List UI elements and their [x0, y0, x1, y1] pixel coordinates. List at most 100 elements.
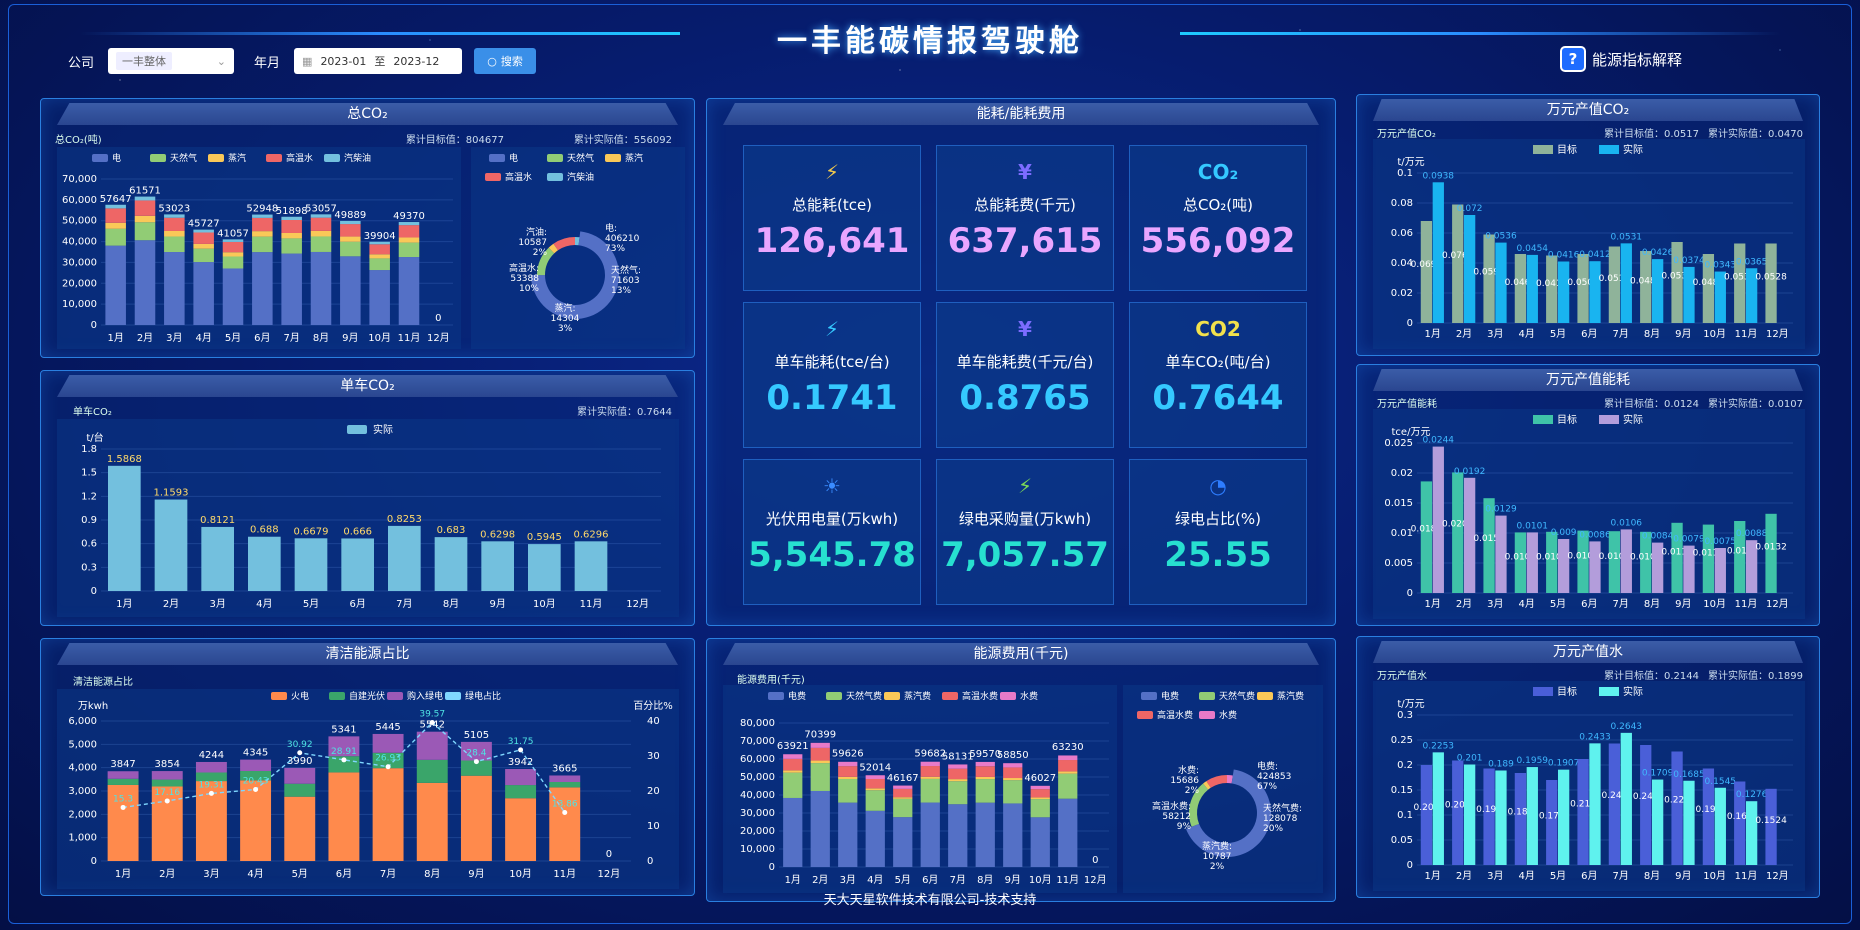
- bar-segment: [310, 251, 332, 325]
- actual-bar: [1495, 770, 1507, 865]
- kpi-value: 5,545.78: [748, 535, 916, 575]
- bar-segment: [975, 766, 995, 777]
- chevron-down-icon: ⌄: [216, 54, 227, 68]
- search-icon: ○: [487, 54, 497, 68]
- target-label: 0.167: [1727, 812, 1753, 822]
- target-label: 0.240: [1633, 792, 1659, 802]
- actual-bar: [1683, 780, 1695, 865]
- subtitle: 万元产值CO₂: [1377, 129, 1436, 140]
- bar-segment: [134, 240, 156, 325]
- bar-segment: [416, 782, 448, 861]
- x-tick-label: 1月: [785, 874, 801, 886]
- data-label: 70399: [804, 729, 836, 740]
- data-label: 41057: [217, 228, 249, 239]
- x-tick-label: 1月: [115, 868, 131, 880]
- target-bar: [1577, 254, 1589, 323]
- actual-bar: [1652, 542, 1664, 593]
- x-tick-label: 6月: [349, 598, 365, 610]
- data-label: 59682: [914, 749, 946, 760]
- solar-panel-icon: ☀: [823, 474, 841, 498]
- pie-chart-icon: ◔: [1209, 474, 1227, 498]
- y-tick-label: 0.15: [1391, 785, 1413, 796]
- help-button[interactable]: ? 能源指标解释: [1560, 46, 1682, 72]
- bar-segment: [783, 772, 803, 798]
- legend-label: 蒸汽: [625, 152, 643, 164]
- actual-label: 0.1545: [1705, 777, 1737, 787]
- legend-label: 实际: [373, 423, 393, 436]
- x-tick-label: 6月: [336, 868, 352, 880]
- bar-segment: [222, 239, 244, 242]
- y-tick-label: 0.015: [1384, 498, 1413, 509]
- target-bar: [1765, 788, 1777, 865]
- bar-segment: [893, 797, 913, 799]
- actual-label: 0.0101: [1517, 521, 1549, 531]
- lightning-icon: ⚡: [824, 160, 840, 184]
- bar-segment: [252, 217, 273, 232]
- legend-swatch: [547, 173, 563, 181]
- bar-segment: [193, 229, 214, 233]
- actual-bar: [1432, 446, 1444, 593]
- panel-title: 万元产值能耗: [1373, 369, 1803, 391]
- y-tick-label: 30,000: [62, 257, 97, 268]
- pie-label: 天然气费: 128078 20%: [1263, 802, 1302, 834]
- kpi-label: 单车能耗(tce/台): [774, 353, 890, 371]
- bar-segment: [222, 268, 244, 325]
- bar-segment: [549, 782, 581, 788]
- actual-label: 0.0192: [1454, 467, 1486, 477]
- x-tick-label: 3月: [1487, 870, 1503, 882]
- help-label: 能源指标解释: [1592, 50, 1683, 69]
- bar-segment: [281, 220, 302, 233]
- y-tick-label: 10,000: [62, 299, 97, 310]
- bar-segment: [865, 810, 885, 867]
- company-select[interactable]: 一丰整体 ⌄: [108, 48, 235, 74]
- target-bar: [1640, 531, 1652, 593]
- bar-segment: [240, 780, 272, 861]
- data-label: 5542: [420, 720, 445, 731]
- search-button[interactable]: ○ 搜索: [474, 48, 537, 74]
- pct-label: 19.31: [199, 780, 225, 790]
- bar-segment: [340, 220, 361, 225]
- bar-segment: [369, 244, 390, 255]
- bar-segment: [505, 769, 537, 786]
- actual-label: 0.0365: [1736, 257, 1768, 267]
- panel-total-co2: 总CO₂ 总CO₂(吨) 累计目标值：804677 累计实际值：556092 电…: [40, 98, 695, 358]
- title-deco-left: [80, 32, 680, 35]
- y-tick-label: 1.8: [81, 444, 97, 455]
- bar-segment: [284, 783, 316, 797]
- bar-segment: [310, 230, 332, 237]
- target-label: 0.0528: [1755, 272, 1787, 282]
- bar-segment: [1058, 755, 1078, 761]
- target-total: 累计目标值：804677: [405, 135, 504, 146]
- legend-swatch: [884, 692, 900, 700]
- actual-label: 0.0343: [1705, 261, 1737, 271]
- actual-label: 0.1685: [1673, 770, 1705, 780]
- legend-label: 汽柴油: [567, 171, 594, 183]
- bar-segment: [838, 766, 858, 777]
- legend-swatch: [445, 692, 461, 700]
- x-tick-label: 12月: [1766, 328, 1789, 340]
- bar-segment: [134, 196, 156, 201]
- data-label: 0: [606, 849, 612, 860]
- axis-unit: t/台: [86, 431, 103, 444]
- x-tick-label: 5月: [225, 332, 241, 344]
- y-tick-label: 0.05: [1391, 835, 1413, 846]
- subtitle: 能源费用(千元): [737, 675, 805, 686]
- bar-segment: [372, 768, 404, 861]
- target-bar: [1734, 243, 1746, 323]
- legend-swatch: [547, 154, 563, 162]
- date-range-picker[interactable]: ▦ 2023-01 至 2023-12: [294, 48, 463, 74]
- actual-total: 累计实际值：0.1899: [1708, 671, 1803, 682]
- y-tick-label: 0: [769, 862, 775, 873]
- legend-label: 目标: [1557, 414, 1577, 426]
- data-label: 45727: [188, 219, 220, 230]
- chart-energy-per-output: 目标 实际 0 0.005 0.01 0.015 0.02 0.025 tce/万元 1月 2月 3月…: [1373, 409, 1805, 619]
- legend-swatch: [271, 692, 287, 700]
- y-tick-label: 0.02: [1391, 288, 1413, 299]
- target-bar: [1765, 513, 1777, 593]
- x-tick-label: 10月: [1703, 870, 1726, 882]
- bar-segment: [340, 224, 361, 237]
- bar-segment: [920, 761, 940, 767]
- bar-segment: [193, 262, 214, 325]
- bar-segment: [310, 217, 332, 231]
- legend-swatch: [1599, 687, 1619, 696]
